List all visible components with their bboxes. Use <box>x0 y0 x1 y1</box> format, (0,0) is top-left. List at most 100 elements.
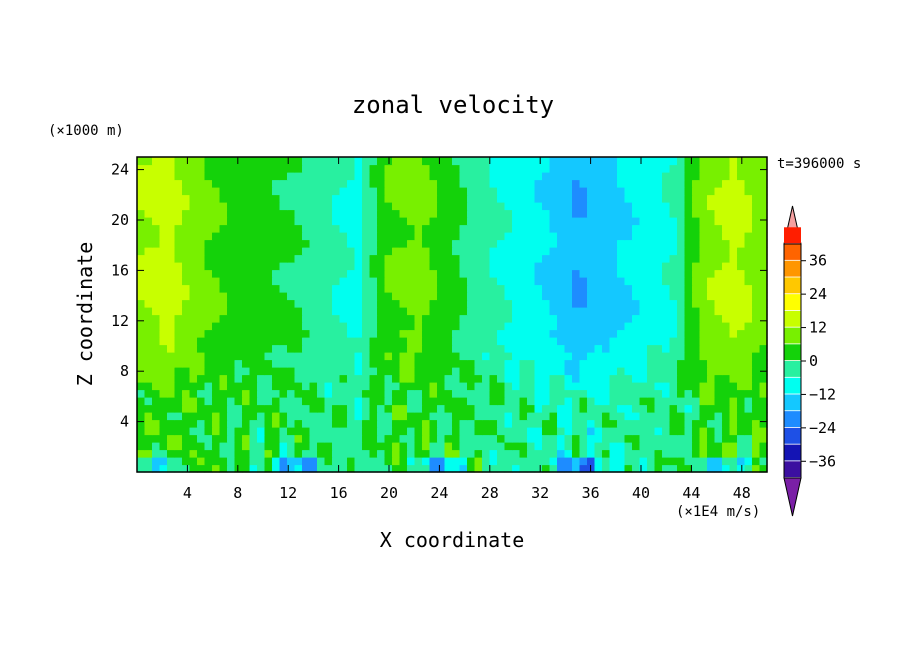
heatmap-cell <box>272 322 281 331</box>
heatmap-cell <box>377 419 386 428</box>
heatmap-cell <box>557 457 566 466</box>
heatmap-cell <box>339 202 348 211</box>
heatmap-cell <box>257 269 266 278</box>
heatmap-cell <box>234 164 243 173</box>
heatmap-cell <box>474 224 483 233</box>
heatmap-cell <box>527 329 536 338</box>
heatmap-cell <box>182 217 191 226</box>
heatmap-cell <box>309 344 318 353</box>
heatmap-cell <box>617 367 626 376</box>
heatmap-cell <box>669 457 678 466</box>
heatmap-cell <box>752 404 761 413</box>
heatmap-cell <box>384 277 393 286</box>
heatmap-cell <box>459 382 468 391</box>
heatmap-cell <box>752 164 761 173</box>
heatmap-cell <box>287 307 296 316</box>
heatmap-cell <box>354 359 363 368</box>
heatmap-cell <box>744 344 753 353</box>
heatmap-cell <box>414 457 423 466</box>
heatmap-cell <box>654 209 663 218</box>
heatmap-cell <box>564 217 573 226</box>
heatmap-cell <box>744 224 753 233</box>
heatmap-cell <box>564 254 573 263</box>
heatmap-cell <box>692 269 701 278</box>
heatmap-cell <box>204 247 213 256</box>
heatmap-cell <box>692 419 701 428</box>
heatmap-cell <box>579 269 588 278</box>
heatmap-cell <box>137 254 146 263</box>
heatmap-cell <box>219 314 228 323</box>
heatmap-cell <box>197 442 206 451</box>
heatmap-cell <box>677 359 686 368</box>
heatmap-cell <box>534 329 543 338</box>
heatmap-cell <box>174 359 183 368</box>
heatmap-cell <box>489 344 498 353</box>
heatmap-cell <box>377 172 386 181</box>
heatmap-cell <box>512 344 521 353</box>
heatmap-cell <box>437 307 446 316</box>
heatmap-cell <box>452 419 461 428</box>
heatmap-cell <box>384 217 393 226</box>
heatmap-cell <box>429 299 438 308</box>
heatmap-cell <box>624 419 633 428</box>
heatmap-cell <box>504 247 513 256</box>
heatmap-cell <box>414 224 423 233</box>
heatmap-cell <box>692 209 701 218</box>
heatmap-cell <box>692 442 701 451</box>
heatmap-cell <box>519 299 528 308</box>
heatmap-cell <box>572 329 581 338</box>
heatmap-cell <box>729 337 738 346</box>
heatmap-cell <box>152 179 161 188</box>
heatmap-cell <box>324 254 333 263</box>
heatmap-cell <box>264 322 273 331</box>
heatmap-cell <box>414 389 423 398</box>
heatmap-cell <box>332 277 341 286</box>
heatmap-cell <box>414 449 423 458</box>
heatmap-cell <box>722 449 731 458</box>
heatmap-cell <box>692 374 701 383</box>
heatmap-cell <box>729 442 738 451</box>
heatmap-cell <box>744 464 753 473</box>
heatmap-cell <box>377 374 386 383</box>
heatmap-cell <box>759 262 768 271</box>
heatmap-cell <box>602 277 611 286</box>
heatmap-cell <box>549 299 558 308</box>
heatmap-cell <box>527 464 536 473</box>
heatmap-cell <box>369 404 378 413</box>
heatmap-cell <box>662 284 671 293</box>
heatmap-cell <box>399 352 408 361</box>
heatmap-cell <box>489 389 498 398</box>
heatmap-cell <box>287 292 296 301</box>
colorbar-tick-label: −24 <box>809 419 836 437</box>
heatmap-cell <box>317 224 326 233</box>
heatmap-cell <box>722 419 731 428</box>
heatmap-cell <box>144 359 153 368</box>
heatmap-cell <box>369 224 378 233</box>
heatmap-cell <box>384 382 393 391</box>
heatmap-cell <box>729 367 738 376</box>
heatmap-cell <box>579 284 588 293</box>
heatmap-cell <box>189 449 198 458</box>
heatmap-cell <box>542 352 551 361</box>
heatmap-cell <box>677 464 686 473</box>
heatmap-cell <box>137 457 146 466</box>
heatmap-cell <box>144 224 153 233</box>
heatmap-cell <box>729 464 738 473</box>
heatmap-cell <box>189 344 198 353</box>
heatmap-cell <box>332 269 341 278</box>
heatmap-cell <box>279 404 288 413</box>
heatmap-cell <box>624 194 633 203</box>
heatmap-cell <box>167 404 176 413</box>
heatmap-cell <box>572 172 581 181</box>
heatmap-cell <box>407 419 416 428</box>
heatmap-cell <box>609 337 618 346</box>
heatmap-cell <box>204 187 213 196</box>
heatmap-cell <box>519 434 528 443</box>
heatmap-cell <box>459 179 468 188</box>
heatmap-cell <box>384 419 393 428</box>
heatmap-cell <box>234 292 243 301</box>
heatmap-cell <box>347 307 356 316</box>
heatmap-cell <box>624 187 633 196</box>
heatmap-cell <box>594 382 603 391</box>
heatmap-cell <box>249 202 258 211</box>
